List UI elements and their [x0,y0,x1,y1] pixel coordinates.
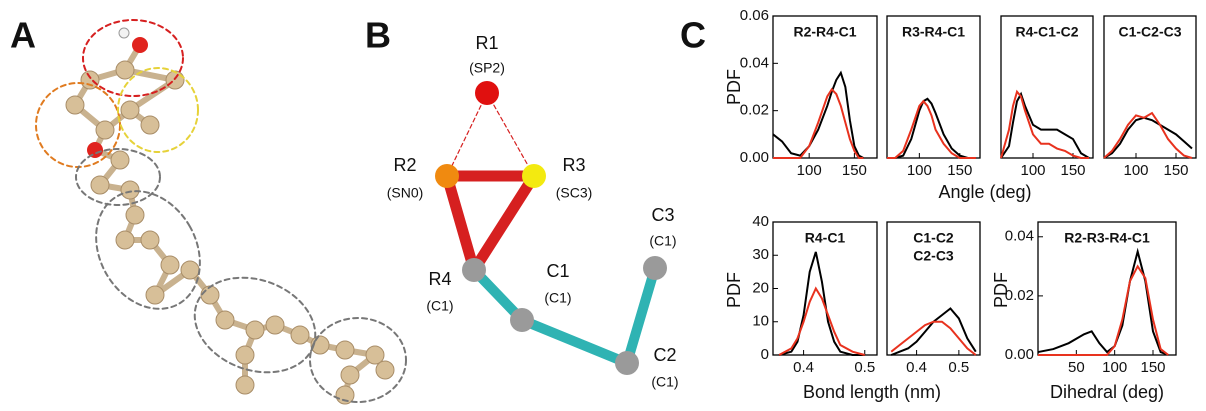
panel-letter: A [10,15,36,56]
y-axis-label: PDF [724,69,744,105]
bead-type: (C1) [651,374,678,390]
y-tick-label: 20 [752,279,769,296]
x-tick-label: 150 [1163,162,1188,179]
bead-type: (C1) [649,233,676,249]
x-tick-label: 100 [1123,162,1148,179]
x-axis-label: Angle (deg) [938,182,1031,202]
pdf-line [1038,266,1168,355]
pdf-line [779,252,865,355]
y-axis-label: PDF [991,272,1011,308]
y-axis-label: PDF [724,272,744,308]
y-tick-label: 0.00 [1005,346,1034,363]
bead-name: R2 [393,155,416,175]
y-tick-label: 0 [761,346,769,363]
plot-title: C1-C2-C3 [1118,24,1181,40]
y-tick-label: 0.00 [740,149,769,166]
molecule [36,20,406,404]
pdf-line [1001,92,1089,158]
pdf-line [887,99,976,158]
pdf-line [779,289,865,356]
y-tick-label: 0.06 [740,7,769,24]
bead-type: (SP2) [469,60,505,76]
cg-model [435,81,667,375]
bead-type: (SN0) [387,185,424,201]
figure: A B [0,0,1206,406]
x-tick-label: 100 [1020,162,1045,179]
plot-title: R2-R3-R4-C1 [1064,230,1150,246]
plot-title: C2-C3 [913,248,954,264]
plot-title: R4-C1 [805,230,846,246]
pdf-line [887,101,976,158]
x-tick-label: 100 [907,162,932,179]
bead-type: (C1) [426,298,453,314]
y-tick-label: 0.02 [740,102,769,119]
page: A B [0,0,1206,406]
x-tick-label: 150 [842,162,867,179]
bead-type: (SC3) [556,185,593,201]
y-tick-label: 0.04 [740,54,769,71]
x-tick-label: 0.4 [793,359,814,376]
bead-name: C2 [653,345,676,365]
y-tick-label: 40 [752,213,769,230]
x-tick-label: 0.4 [906,359,927,376]
x-tick-label: 150 [1140,359,1165,376]
x-tick-label: 100 [1102,359,1127,376]
pdf-line [773,73,863,158]
pdf-line [891,308,976,355]
x-tick-label: 0.5 [854,359,875,376]
bead-type: (C1) [544,290,571,306]
bead-name: R3 [562,155,585,175]
plot-title: R4-C1-C2 [1015,24,1078,40]
bead-name: R1 [475,33,498,53]
y-tick-label: 0.04 [1005,228,1034,245]
x-tick-label: 150 [1060,162,1085,179]
bead-name: C1 [546,261,569,281]
y-tick-label: 10 [752,313,769,330]
x-tick-label: 0.5 [948,359,969,376]
bead-name: R4 [428,269,451,289]
x-tick-label: 50 [1068,359,1085,376]
bead-name: C3 [651,205,674,225]
x-tick-label: 150 [947,162,972,179]
x-axis-label: Bond length (nm) [803,382,941,402]
x-tick-label: 100 [797,162,822,179]
plot-title: C1-C2 [913,230,954,246]
x-axis-label: Dihedral (deg) [1050,382,1164,402]
panel-letter: C [680,15,706,56]
y-tick-label: 30 [752,246,769,263]
pdf-line [1038,252,1168,355]
plot-title: R2-R4-C1 [793,24,856,40]
plot-title: R3-R4-C1 [902,24,965,40]
panel-letter: B [365,15,391,56]
